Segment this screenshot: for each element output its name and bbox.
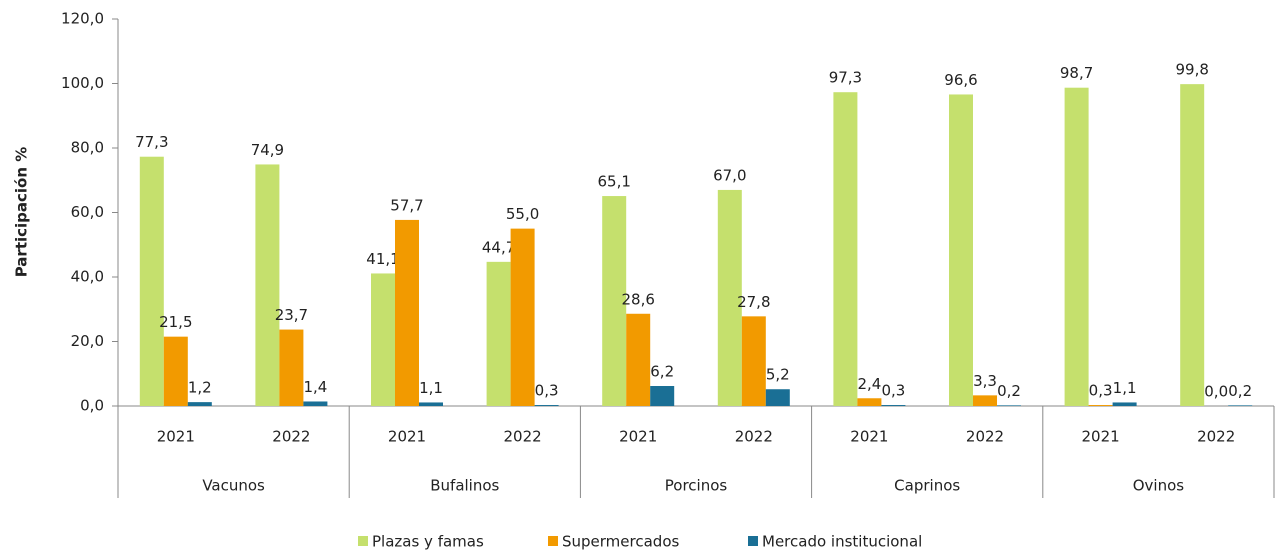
group-label: Caprinos: [894, 477, 960, 495]
value-label: 1,1: [1113, 379, 1137, 397]
y-tick-label: 20,0: [71, 332, 104, 350]
y-tick-label: 100,0: [61, 74, 104, 92]
value-label: 0,3: [881, 382, 905, 400]
value-label: 5,2: [766, 366, 790, 384]
x-tick-label: 2022: [1197, 428, 1235, 446]
value-label: 55,0: [506, 205, 539, 223]
bar: [881, 405, 906, 406]
bar: [303, 401, 328, 406]
bar: [1180, 84, 1205, 407]
value-label: 0,2: [1228, 382, 1252, 400]
value-label: 0,2: [997, 382, 1021, 400]
group-label: Vacunos: [202, 477, 265, 495]
bar: [486, 261, 511, 406]
x-tick-label: 2022: [272, 428, 310, 446]
value-label: 0,3: [1089, 382, 1113, 400]
x-tick-label: 2021: [850, 428, 888, 446]
value-label: 77,3: [135, 133, 168, 151]
group-label: Bufalinos: [430, 477, 499, 495]
value-label: 98,7: [1060, 64, 1093, 82]
y-tick-label: 60,0: [71, 203, 104, 221]
value-label: 0,3: [535, 382, 559, 400]
legend-swatch: [358, 536, 368, 546]
value-label: 27,8: [737, 293, 770, 311]
legend-swatch: [548, 536, 558, 546]
bar: [371, 273, 395, 406]
bar: [187, 402, 212, 406]
bar: [279, 329, 304, 406]
x-tick-label: 2022: [735, 428, 773, 446]
x-tick-label: 2021: [1082, 428, 1120, 446]
bar: [1064, 87, 1089, 406]
group-label: Porcinos: [665, 477, 728, 495]
bar: [973, 395, 997, 406]
bar: [510, 228, 535, 406]
x-tick-label: 2021: [157, 428, 195, 446]
value-label: 74,9: [251, 141, 284, 159]
bar: [741, 316, 766, 406]
value-label: 23,7: [275, 306, 308, 324]
bar: [1112, 402, 1137, 406]
bar: [139, 156, 164, 406]
bar: [163, 336, 188, 406]
legend-label: Mercado institucional: [762, 533, 922, 551]
value-label: 96,6: [944, 71, 977, 89]
legend-label: Supermercados: [562, 533, 679, 551]
bar: [602, 196, 627, 406]
value-label: 2,4: [857, 375, 881, 393]
bar: [833, 92, 858, 407]
value-label: 1,1: [419, 379, 443, 397]
value-label: 1,2: [188, 379, 212, 397]
bar: [949, 94, 973, 406]
bar: [857, 398, 882, 406]
bar: [395, 219, 419, 406]
bar: [1088, 405, 1113, 406]
bar: [717, 189, 742, 406]
x-tick-label: 2021: [388, 428, 426, 446]
value-label: 99,8: [1175, 61, 1208, 79]
bar: [1228, 405, 1253, 406]
value-label: 3,3: [973, 372, 997, 390]
bar: [765, 389, 790, 406]
value-label: 21,5: [159, 313, 192, 331]
bar: [419, 402, 443, 406]
y-tick-label: 40,0: [71, 268, 104, 286]
bar: [997, 405, 1021, 406]
group-label: Ovinos: [1133, 477, 1185, 495]
bar: [650, 386, 675, 406]
y-axis-label: Participación %: [13, 147, 31, 278]
y-tick-label: 80,0: [71, 139, 104, 157]
y-tick-label: 120,0: [61, 10, 104, 28]
bar: [534, 405, 559, 406]
value-label: 1,4: [303, 378, 327, 396]
value-label: 65,1: [597, 173, 630, 191]
x-tick-label: 2022: [504, 428, 542, 446]
legend-label: Plazas y famas: [372, 533, 484, 551]
value-label: 67,0: [713, 166, 746, 184]
x-tick-label: 2022: [966, 428, 1004, 446]
x-tick-label: 2021: [619, 428, 657, 446]
value-label: 97,3: [829, 69, 862, 87]
bar: [626, 313, 651, 406]
legend-swatch: [748, 536, 758, 546]
value-label: 6,2: [650, 363, 674, 381]
value-label: 44,7: [482, 238, 515, 256]
value-label: 57,7: [390, 196, 423, 214]
value-label: 0,0: [1204, 383, 1228, 401]
bar: [255, 164, 280, 406]
value-label: 41,1: [366, 250, 399, 268]
y-tick-label: 0,0: [80, 397, 104, 415]
value-label: 28,6: [621, 290, 654, 308]
